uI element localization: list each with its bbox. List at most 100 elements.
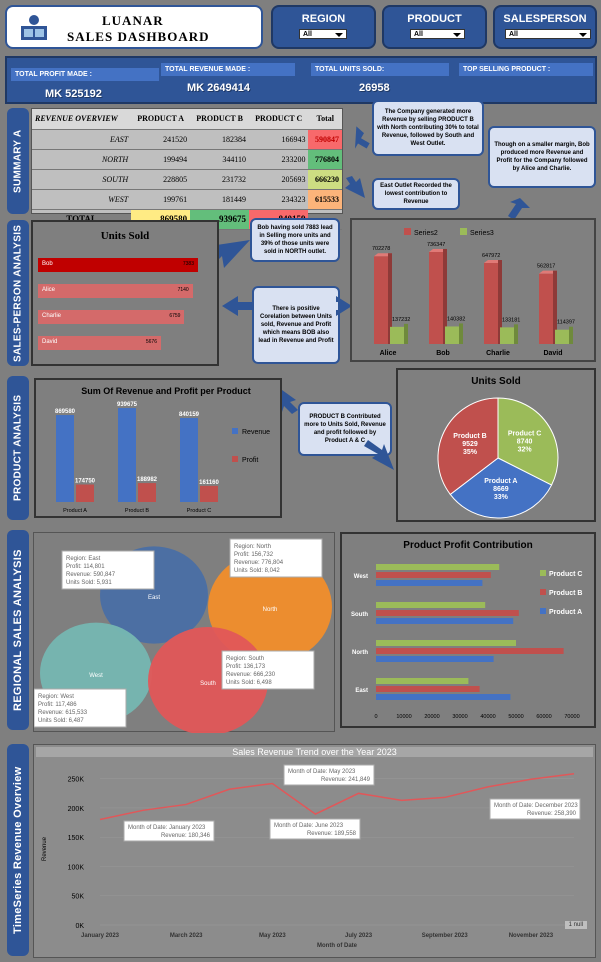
legend-label: Series3 [470, 230, 494, 237]
logo-title: LUANAR [102, 13, 164, 28]
product-label: PRODUCT [407, 13, 462, 25]
bar [376, 640, 516, 646]
col-header: Total [308, 109, 342, 130]
legend-swatch [540, 570, 546, 576]
bar-side [443, 248, 447, 344]
salesperson-dropdown[interactable]: All [505, 29, 591, 39]
category-label: Charlie [486, 350, 510, 357]
table-cell: 241520 [131, 129, 191, 150]
legend-label: Revenue [242, 429, 270, 436]
region-filter[interactable]: REGION All [271, 5, 376, 49]
tooltip-line: Revenue: 615,533 [38, 710, 88, 716]
bar-side [514, 324, 518, 344]
pie-slice [497, 397, 559, 486]
product-dropdown[interactable]: All [410, 29, 465, 39]
callout-east: East Outlet Recorded the lowest contribu… [372, 178, 460, 210]
legend-swatch [404, 228, 411, 235]
total-profit-label: TOTAL PROFIT MADE : [11, 68, 159, 81]
bar-label: Alice [42, 287, 56, 293]
table-cell: 233200 [249, 149, 309, 170]
x-axis-label: Month of Date [317, 943, 358, 949]
tick-label: 0 [374, 714, 377, 720]
slice-value: 8740 [517, 439, 533, 446]
product-filter[interactable]: PRODUCT All [382, 5, 487, 49]
bar-revenue [118, 408, 136, 502]
slice-label: Product B [453, 433, 486, 440]
bar [376, 564, 500, 570]
table-row: WEST 199761 181449 234323 615533 [32, 189, 342, 210]
bubble-label: East [148, 595, 160, 601]
category-label: Product A [63, 508, 87, 514]
tick-label: 0K [75, 923, 84, 930]
table-cell: 181449 [190, 189, 250, 210]
legend-label: Product C [549, 571, 582, 578]
tooltip-line: Revenue: 189,558 [307, 831, 357, 837]
bar-top [429, 248, 447, 252]
category-label: Product B [125, 508, 149, 514]
logo-icon [15, 13, 53, 43]
line-chart: 0K 50K 100K 150K 200K 250K Revenue January 2023… [42, 764, 581, 949]
data-label: 137232 [392, 317, 410, 323]
bar-top [484, 260, 502, 264]
callout-correlation: There is positive Corelation between Uni… [252, 286, 340, 364]
units-bar: David 5676 [38, 336, 161, 350]
region-label: REGION [301, 13, 346, 25]
bar-side [569, 326, 573, 344]
table-cell: 199761 [131, 189, 191, 210]
region-dropdown[interactable]: All [299, 29, 347, 39]
salesperson-filter[interactable]: SALESPERSON All [493, 5, 597, 49]
bar-series2 [484, 263, 498, 344]
bar-revenue [180, 417, 198, 502]
table-cell: 199494 [131, 149, 191, 170]
pie-slice [449, 457, 553, 519]
table-cell: 205693 [249, 169, 309, 190]
chart-title: Units Sold [100, 230, 150, 242]
slice-value: 9529 [462, 441, 478, 448]
bar [376, 678, 469, 684]
logo-subtitle: SALES DASHBOARD [67, 29, 210, 44]
bar [376, 694, 511, 700]
table-cell: 590847 [308, 129, 342, 150]
tooltip-line: Profit: 114,801 [66, 564, 105, 570]
salesperson-chart: Series2 Series3 702278 137232 Alice 736347 140… [372, 228, 575, 357]
bar-profit [138, 483, 156, 502]
line-title: Sales Revenue Trend over the Year 2023 [36, 747, 593, 757]
bubble-label: North [263, 607, 278, 613]
tooltip-line: Revenue: 590,847 [66, 572, 116, 578]
slice-label: Product C [508, 431, 541, 438]
tooltip [269, 818, 361, 840]
table-row: EAST 241520 182384 166943 590847 [32, 129, 342, 150]
legend-swatch [232, 428, 238, 434]
units-bar: Charlie 6759 [38, 310, 185, 324]
bar-side [388, 253, 392, 344]
x-tick-label: July 2023 [345, 933, 373, 939]
tooltip-line: Revenue: 241,849 [321, 777, 371, 783]
table-cell: EAST [32, 129, 132, 150]
bar-top [374, 253, 392, 257]
bar [376, 610, 519, 616]
tick-label: 200K [68, 806, 85, 813]
profit-contribution-panel: Product Profit Contribution Product C Pro… [340, 532, 596, 728]
category-label: North [352, 650, 368, 656]
bar-series2 [539, 273, 553, 344]
bar-profit [76, 484, 94, 502]
tooltip [229, 538, 323, 578]
bubble-label: West [89, 673, 103, 679]
category-label: South [351, 612, 368, 618]
category-label: Product C [187, 508, 211, 514]
tooltip-line: Revenue: 666,230 [226, 672, 276, 678]
bubble-chart: East Region: East Profit: 114,801 Revenue: … [33, 538, 332, 735]
table-cell: SOUTH [32, 169, 132, 190]
bar-label: Charlie [42, 313, 62, 319]
tooltip [221, 650, 315, 690]
tooltip-line: Units Sold: 6,487 [38, 718, 84, 724]
bar-side [498, 260, 502, 344]
tick-label: 30000 [452, 714, 467, 720]
bar-label: David [42, 339, 58, 345]
x-tick-label: November 2023 [509, 933, 554, 939]
profit-contribution-chart: Product C Product B Product A West South Nort… [351, 564, 582, 720]
legend-swatch [460, 228, 467, 235]
slice-percent: 33% [494, 494, 509, 501]
